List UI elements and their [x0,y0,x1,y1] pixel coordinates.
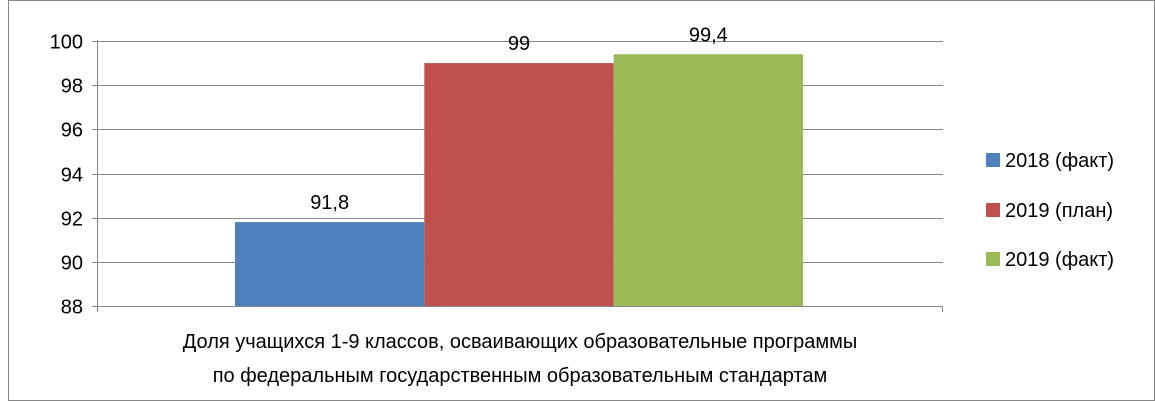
legend-label: 2018 (факт) [1005,150,1114,172]
data-label: 91,8 [310,192,349,214]
data-labels: 91,8 99 99,4 [310,24,728,214]
bars [235,54,803,307]
y-tick-label: 100 [50,32,83,54]
category-label: Доля учащихся 1-9 классов, осваивающих о… [183,331,858,353]
y-tick-label: 88 [61,297,83,319]
bar [424,63,614,307]
legend-label: 2019 (факт) [1005,249,1114,271]
bar [613,54,803,306]
bar [235,222,425,306]
legend-swatch [986,153,1000,167]
y-tick-label: 98 [61,76,83,98]
legend: 2018 (факт) 2019 (план) 2019 (факт) [986,150,1114,271]
legend-label: 2019 (план) [1005,200,1113,222]
y-tick-label: 96 [61,120,83,142]
y-tick-label: 94 [61,165,83,187]
data-label: 99,4 [689,24,728,46]
y-tick-label: 90 [61,253,83,275]
axes: 88 90 92 94 96 98 100 Доля учащихся 1-9 классов… [50,32,943,387]
y-tick-label: 92 [61,209,83,231]
legend-swatch [986,252,1000,266]
category-label: по федеральным государственным образоват… [213,365,828,387]
legend-swatch [986,203,1000,217]
data-label: 99 [508,33,530,55]
